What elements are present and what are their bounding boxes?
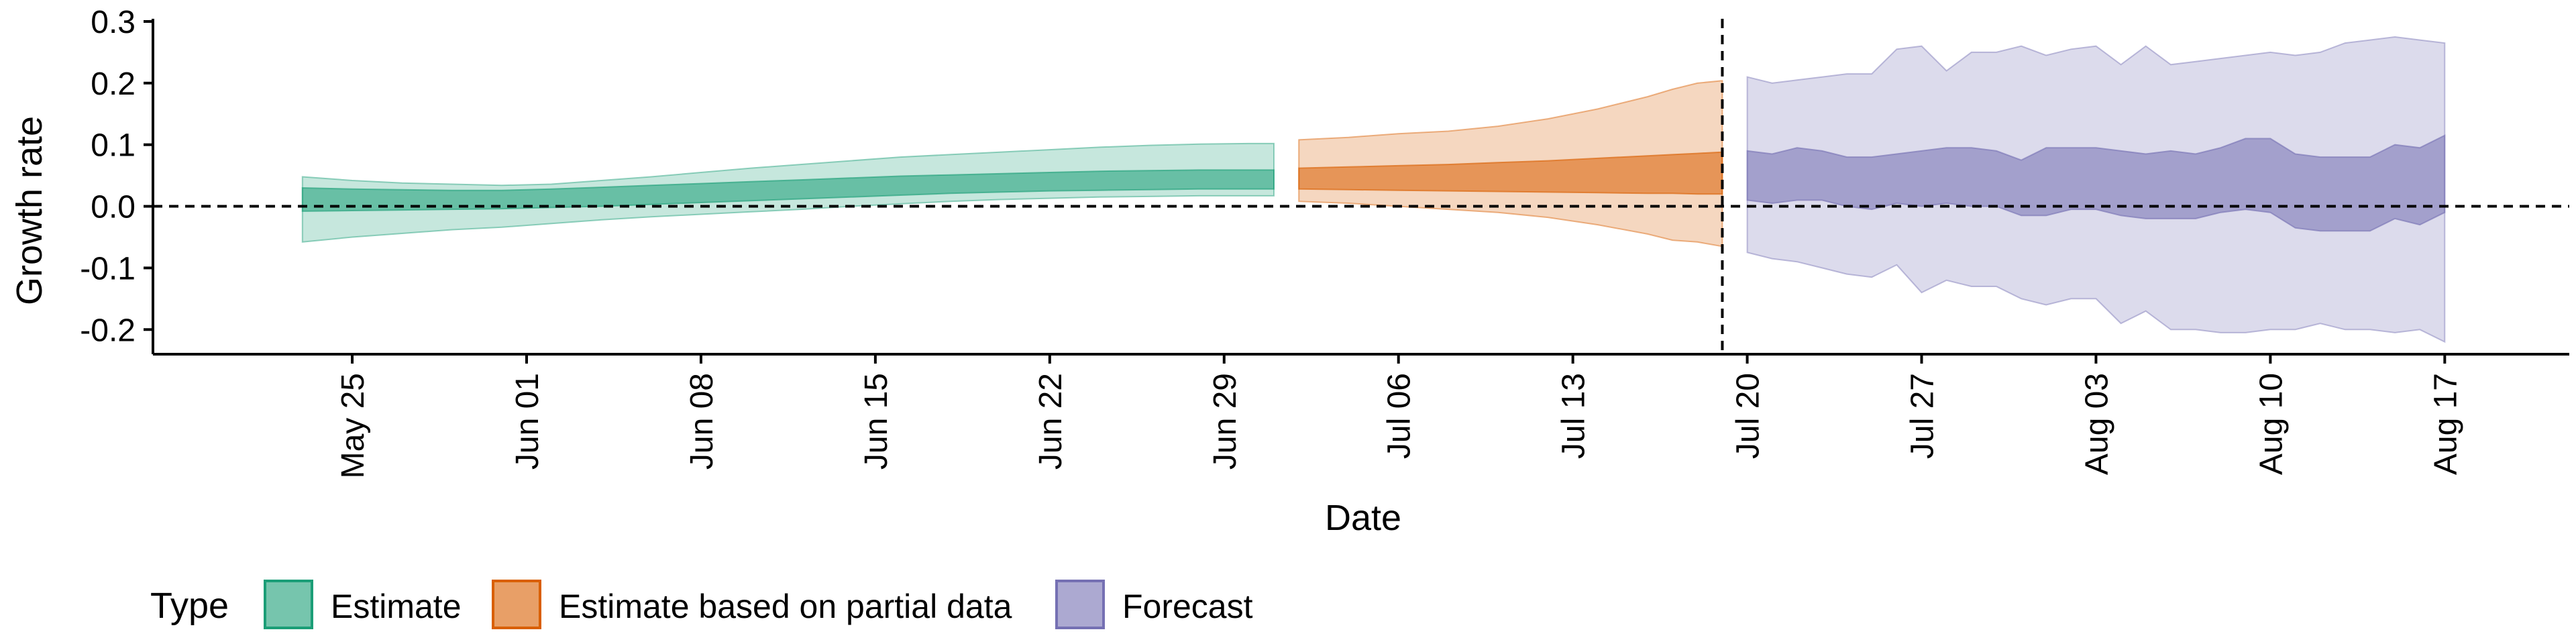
band-50-estimate-based-on-partial-data [1298,151,1723,195]
x-axis-label: Date [1325,498,1401,538]
legend-label: Forecast [1122,588,1253,625]
x-tick-label: Aug 03 [2080,373,2115,475]
legend-swatch [492,580,541,629]
legend-title: Type [150,586,229,626]
axes: -0.2 -0.1 0.0 0.1 0.2 0.3 May 25 Jun 01 Jun 08 Ju… [80,5,2569,478]
x-tick-label: Jul 06 [1382,373,1417,459]
band-layer [301,36,2446,343]
x-tick-label: Aug 17 [2428,373,2463,475]
x-tick-label: Jul 13 [1556,373,1592,459]
legend-label: Estimate [331,588,462,625]
y-tick-label: -0.1 [80,251,136,286]
x-tick-label: Jun 01 [510,373,545,470]
reference-lines [153,19,2569,354]
y-axis-label: Growth rate [9,116,50,305]
legend: Type Estimate Estimate based on partial d… [150,580,1253,629]
x-tick-label: Jun 15 [859,373,894,470]
x-tick-label: Jul 27 [1905,373,1941,459]
x-tick-label: May 25 [335,373,371,478]
y-tick-label: 0.3 [91,5,136,40]
legend-swatch [1055,580,1105,629]
y-tick-label: 0.1 [91,128,136,164]
y-tick-label: 0.0 [91,190,136,225]
x-tick-label: Jun 08 [684,373,720,470]
band-50-estimate [301,169,1275,212]
x-tick-label: Jun 29 [1208,373,1243,470]
x-tick-label: Jul 20 [1731,373,1766,459]
y-tick-label: 0.2 [91,66,136,102]
legend-swatch [264,580,313,629]
legend-entries: Estimate Estimate based on partial data Fo… [264,580,1253,629]
y-tick-label: -0.2 [80,313,136,348]
x-tick-label: Aug 10 [2253,373,2289,475]
x-tick-label: Jun 22 [1033,373,1069,470]
legend-label: Estimate based on partial data [559,588,1012,625]
